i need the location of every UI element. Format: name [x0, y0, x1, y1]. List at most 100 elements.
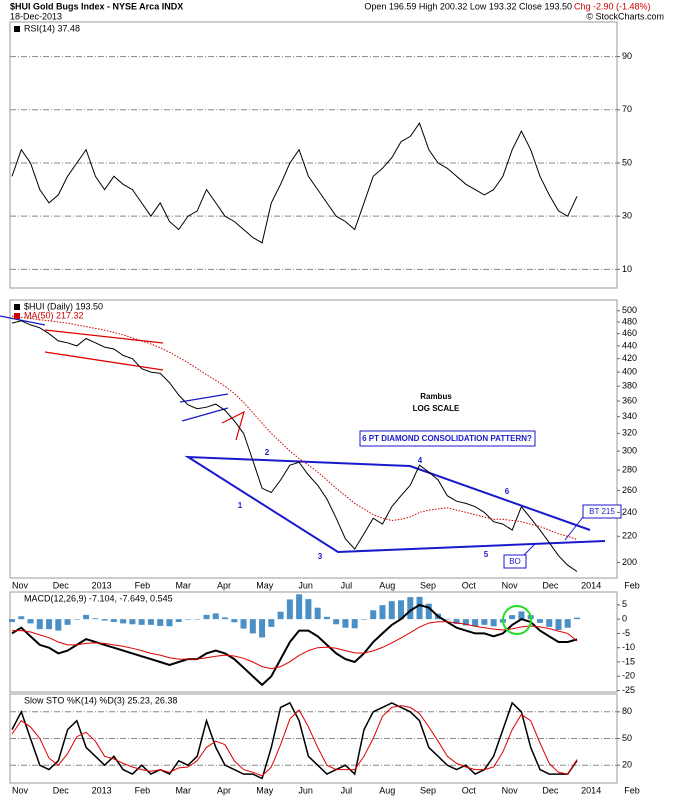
y-tick-label: 300	[622, 445, 637, 455]
histogram-bar	[333, 619, 340, 625]
histogram-bar	[27, 619, 34, 624]
histogram-bar	[249, 619, 256, 634]
panel-frame	[9, 21, 618, 289]
annotation: LOG SCALE	[413, 404, 460, 413]
x-tick-label: Nov	[502, 785, 519, 795]
point-label: 1	[238, 501, 243, 510]
y-tick-label: 80	[622, 706, 632, 716]
x-tick-label: Jun	[298, 785, 313, 795]
histogram-bar	[425, 603, 432, 620]
histogram-bar	[518, 611, 525, 620]
histogram-bar	[305, 599, 312, 620]
histogram-bar	[416, 596, 423, 620]
histogram-bar	[36, 619, 43, 630]
series-line	[11, 705, 578, 777]
y-tick-label: 200	[622, 557, 637, 567]
histogram-bar	[407, 597, 414, 620]
histogram-bar	[277, 611, 284, 620]
y-tick-label: 50	[622, 733, 632, 743]
histogram-bar	[101, 619, 108, 621]
histogram-bar	[92, 618, 99, 620]
annotation-box	[503, 554, 527, 569]
histogram-bar	[259, 619, 266, 638]
quote: Open 196.59 High 200.32 Low 193.32 Close…	[364, 1, 572, 11]
histogram-bar	[175, 619, 182, 622]
y-tick-label: -10	[622, 642, 635, 652]
series-line	[11, 122, 578, 244]
panel-frame	[9, 299, 618, 579]
y-tick-label: 70	[622, 104, 632, 114]
annotation: Rambus	[420, 392, 452, 401]
date: 18-Dec-2013	[10, 11, 62, 21]
x-tick-label: Nov	[502, 580, 519, 590]
histogram-bar	[184, 619, 191, 620]
legend-swatch	[14, 26, 20, 32]
histogram-bar	[203, 614, 210, 620]
series-line	[11, 603, 578, 687]
trendlines	[0, 315, 622, 569]
y-tick-label: 340	[622, 411, 637, 421]
histogram-bar	[231, 619, 238, 623]
y-tick-label: 420	[622, 353, 637, 363]
x-tick-label: Nov	[12, 785, 29, 795]
histogram-bar	[370, 610, 377, 620]
histogram-bar	[379, 605, 386, 620]
histogram-bar	[536, 619, 543, 623]
series-line	[11, 315, 578, 541]
y-tick-label: 260	[622, 485, 637, 495]
histogram-bar	[64, 619, 71, 625]
histogram-bar	[323, 616, 330, 620]
x-tick-label: May	[256, 580, 274, 590]
callout	[523, 543, 536, 556]
x-tick-label: Jun	[298, 580, 313, 590]
x-tick-label: Dec	[53, 580, 70, 590]
x-tick-label: Nov	[12, 580, 29, 590]
histogram-bar	[286, 599, 293, 620]
histogram-bar	[462, 619, 469, 626]
x-tick-label: Feb	[135, 785, 151, 795]
x-tick-label: Dec	[542, 785, 559, 795]
x-tick-label: Aug	[379, 580, 395, 590]
highlight-circle	[502, 605, 532, 635]
y-tick-label: -5	[622, 628, 630, 638]
y-tick-label: -15	[622, 656, 635, 666]
histogram-bar	[240, 619, 247, 629]
x-tick-label: Dec	[542, 580, 559, 590]
callout	[564, 516, 584, 541]
x-tick-label: Sep	[420, 785, 436, 795]
x-tick-label: Dec	[53, 785, 70, 795]
chart-title: $HUI Gold Bugs Index - NYSE Arca INDX	[10, 1, 183, 11]
point-label: 4	[418, 456, 423, 465]
y-tick-label: 220	[622, 531, 637, 541]
x-tick-label: Jul	[341, 785, 353, 795]
x-tick-label: 2014	[581, 785, 601, 795]
annotation: BO	[509, 557, 521, 566]
histogram-bar	[546, 619, 553, 627]
histogram-bar	[490, 619, 497, 627]
histogram-bar	[268, 619, 275, 627]
x-tick-label: 2014	[581, 580, 601, 590]
x-tick-label: Oct	[462, 785, 477, 795]
change: Chg -2.90 (-1.48%)	[574, 1, 651, 11]
y-tick-label: 0	[622, 614, 627, 624]
histogram-bar	[83, 614, 90, 620]
histogram-bar	[472, 619, 479, 627]
x-tick-label: Feb	[624, 785, 640, 795]
histogram-bar	[129, 619, 136, 625]
histogram-bar	[351, 619, 358, 629]
y-tick-label: 20	[622, 760, 632, 770]
credit: © StockCharts.com	[586, 11, 664, 21]
histogram-bar	[138, 619, 145, 625]
x-tick-label: May	[256, 785, 274, 795]
histogram-bar	[120, 619, 127, 624]
y-tick-label: 480	[622, 316, 637, 326]
x-tick-label: Feb	[624, 580, 640, 590]
histogram-bar	[73, 619, 80, 620]
y-tick-label: 320	[622, 428, 637, 438]
y-tick-label: 380	[622, 381, 637, 391]
trendline	[181, 407, 229, 422]
histogram-bar	[9, 619, 15, 622]
point-label: 3	[318, 552, 323, 561]
series-line	[12, 621, 578, 670]
histogram-bar	[55, 619, 62, 631]
